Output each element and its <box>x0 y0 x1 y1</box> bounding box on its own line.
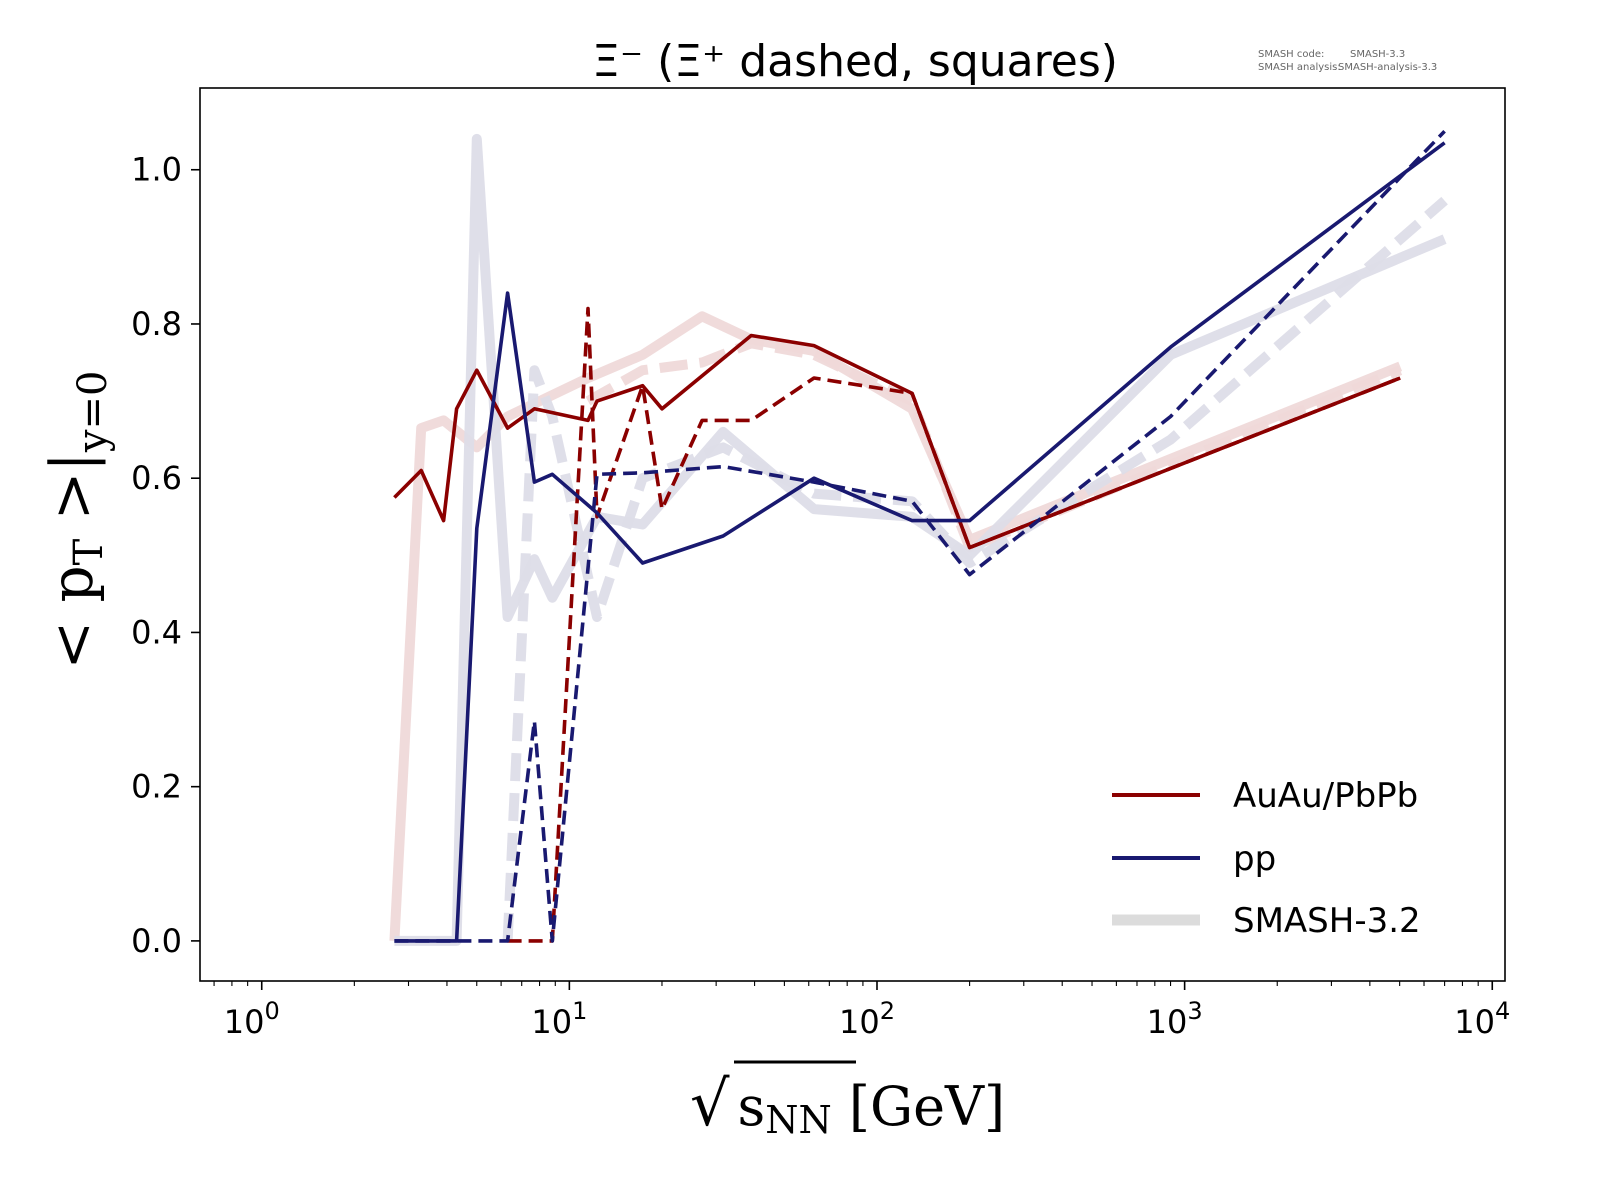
x-tick-exp-3: 3 <box>1187 997 1202 1025</box>
x-tick-label-1: 101 <box>531 997 587 1041</box>
legend-label-pp: pp <box>1233 839 1276 879</box>
x-axis-label: √ sNN [GeV] <box>690 1067 1005 1142</box>
y-tick-label-0: 0.0 <box>131 922 182 960</box>
y-tick-label-5: 1.0 <box>131 151 182 189</box>
x-tick-exp-0: 0 <box>264 997 279 1025</box>
legend-label-auau: AuAu/PbPb <box>1233 776 1418 816</box>
x-tick-exp-2: 2 <box>880 997 895 1025</box>
series-layer <box>389 129 1448 946</box>
x-tick-exp-4: 4 <box>1495 997 1510 1025</box>
chart-title: Ξ⁻ (Ξ⁺ dashed, squares) <box>592 36 1118 87</box>
y-label-main: < p <box>38 565 106 669</box>
y-tick-label-4: 0.8 <box>131 305 182 343</box>
x-label-root: √ <box>690 1067 730 1140</box>
x-label-unit: [GeV] <box>832 1075 1005 1138</box>
series-line-6 <box>394 141 1446 943</box>
y-tick-label-1: 0.2 <box>131 768 182 806</box>
y-tick-label-3: 0.6 <box>131 459 182 497</box>
smash-code-value: SMASH-3.3 <box>1350 49 1405 60</box>
legend: AuAu/PbPb pp SMASH-3.2 <box>1112 776 1421 941</box>
x-tick-label-0: 100 <box>224 997 280 1041</box>
smash-analysis-label: SMASH analysis: <box>1258 62 1341 73</box>
x-label-s: s <box>738 1075 766 1138</box>
x-tick-label-2: 102 <box>839 997 895 1041</box>
x-label-sub: NN <box>765 1098 832 1142</box>
x-tick-label-3: 103 <box>1147 997 1203 1041</box>
plot-frame <box>199 87 1506 982</box>
y-label-mid: >| <box>38 452 106 539</box>
smash-analysis-value: SMASH-analysis-3.3 <box>1338 62 1437 73</box>
y-label-sub1: T <box>66 538 112 565</box>
series-line-1 <box>585 338 1403 553</box>
smash-code-label: SMASH code: <box>1258 49 1324 60</box>
x-tick-exp-1: 1 <box>572 997 587 1025</box>
series-line-7 <box>394 129 1446 943</box>
y-tick-label-2: 0.4 <box>131 613 182 651</box>
legend-label-smash: SMASH-3.2 <box>1233 901 1421 941</box>
series-line-0 <box>389 311 1403 942</box>
y-label-sub2: y=0 <box>70 371 116 454</box>
series-line-3 <box>502 196 1448 942</box>
y-axis-label: < pT >|y=0 <box>38 371 116 670</box>
x-tick-label-4: 104 <box>1454 997 1510 1041</box>
